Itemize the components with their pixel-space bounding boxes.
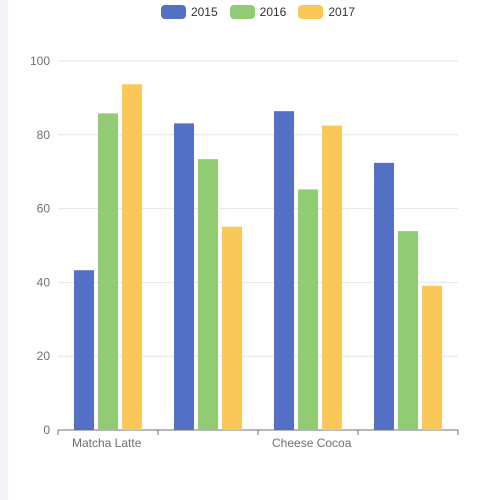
bar-2016-walnut-brownie [398,231,418,430]
y-tick-label-60: 60 [37,202,51,216]
y-tick-label-20: 20 [37,349,51,363]
legend-item-2016[interactable]: 2016 [229,5,287,19]
bar-2016-matcha-latte [98,113,118,430]
legend-item-2015[interactable]: 2015 [160,5,218,19]
legend-label-2016: 2016 [259,5,287,19]
bar-2017-walnut-brownie [422,285,442,430]
left-panel-strip [0,0,8,500]
legend-swatch-2017 [298,5,324,19]
bar-2015-matcha-latte [74,270,94,430]
legend-item-2017[interactable]: 2017 [298,5,355,19]
bar-2016-milk-tea [198,159,218,431]
bar-2017-milk-tea [222,226,242,430]
y-tick-label-40: 40 [37,275,51,289]
bar-2015-walnut-brownie [374,162,394,430]
legend-label-2015: 2015 [190,5,218,19]
bar-2017-cheese-cocoa [322,125,342,430]
y-tick-label-100: 100 [30,54,50,68]
y-tick-label-0: 0 [43,423,50,437]
x-tick-label-matcha-latte: Matcha Latte [72,436,142,450]
bar-2015-milk-tea [174,123,194,431]
bar-2016-cheese-cocoa [298,189,318,430]
y-tick-label-80: 80 [37,128,51,142]
legend-label-2017: 2017 [328,5,356,19]
legend-swatch-2016 [229,5,255,19]
x-tick-label-cheese-cocoa: Cheese Cocoa [272,436,352,450]
legend: 2015 2016 2017 [0,3,500,21]
legend-swatch-2015 [160,5,186,19]
bar-2017-matcha-latte [122,84,142,430]
bar-2015-cheese-cocoa [274,111,294,431]
